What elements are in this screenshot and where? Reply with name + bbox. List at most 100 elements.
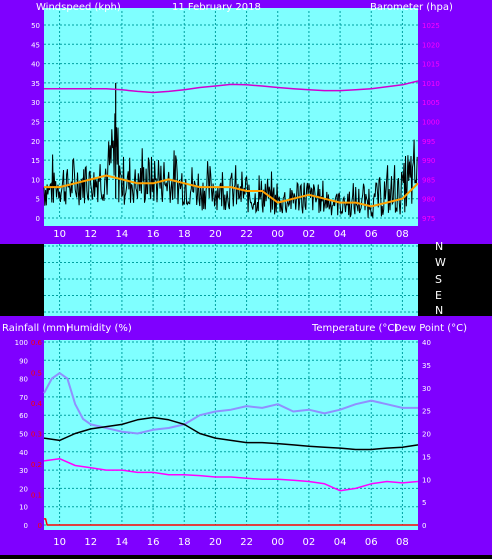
barometer-tick-label: 1005 — [422, 99, 440, 107]
chart-date: 11 February 2018 — [172, 2, 261, 13]
barometer-tick-label: 990 — [422, 157, 435, 165]
wind-tick-label: 20 — [31, 138, 40, 146]
wind-tick-label: 40 — [31, 61, 40, 69]
x-tick-label: 10 — [53, 229, 66, 240]
rain-tick-label: 0.4 — [31, 400, 43, 408]
x-tick-label: 12 — [84, 229, 97, 240]
humidity-tick-label: 50 — [19, 431, 28, 439]
x-tick-label: 00 — [271, 537, 284, 548]
x-tick-label: 22 — [240, 229, 253, 240]
wind-tick-label: 45 — [31, 41, 40, 49]
series-layer — [43, 80, 419, 526]
wind-tick-label: 0 — [36, 215, 40, 223]
barometer-tick-label: 1015 — [422, 61, 440, 69]
wind-tick-label: 5 — [36, 196, 40, 204]
rain-tick-label: 0.1 — [31, 492, 42, 500]
temperature-tick-label: 20 — [422, 431, 431, 439]
temperature-line — [43, 416, 419, 451]
rainfall-line — [44, 518, 418, 526]
wind-average-line — [44, 174, 419, 208]
humidity-tick-label: 90 — [19, 357, 28, 365]
direction-label-w: W — [435, 256, 446, 269]
temperature-tick-label: 40 — [422, 339, 431, 347]
x-tick-label: 04 — [334, 229, 347, 240]
wind-axis-title: Windspeed (kph) — [36, 2, 121, 13]
rain-tick-label: 0.5 — [31, 370, 42, 378]
humidity-tick-label: 0 — [24, 522, 28, 530]
dewpoint-line — [43, 457, 419, 492]
x-tick-label: 08 — [396, 229, 409, 240]
x-tick-label: 10 — [53, 537, 66, 548]
x-tick-label: 18 — [178, 537, 191, 548]
barometer-tick-label: 985 — [422, 176, 435, 184]
x-tick-label: 08 — [396, 537, 409, 548]
humidity-axis-title: Humidity (%) — [66, 323, 132, 334]
x-tick-label: 00 — [271, 229, 284, 240]
barometer-tick-label: 1020 — [422, 41, 440, 49]
temperature-tick-label: 5 — [422, 499, 426, 507]
barometer-tick-label: 980 — [422, 196, 435, 204]
humidity-tick-label: 70 — [19, 394, 28, 402]
humidity-tick-label: 30 — [19, 467, 28, 475]
wind-tick-label: 15 — [31, 157, 40, 165]
temperature-tick-label: 0 — [422, 522, 426, 530]
humidity-tick-label: 20 — [19, 485, 28, 493]
humidity-tick-label: 60 — [19, 412, 28, 420]
wind-tick-label: 30 — [31, 99, 40, 107]
x-tick-label: 04 — [334, 537, 347, 548]
humidity-tick-label: 80 — [19, 376, 28, 384]
direction-panel-left — [0, 244, 44, 316]
temperature-tick-label: 35 — [422, 362, 431, 370]
plot-area-direction — [44, 244, 418, 316]
x-tick-label: 14 — [116, 229, 129, 240]
plot-area-wind — [44, 8, 418, 226]
rainfall-axis-title: Rainfall (mm) — [2, 323, 70, 334]
grid-lines — [44, 11, 418, 526]
panel-separator-1 — [0, 226, 492, 244]
direction-label-n-bottom: N — [435, 304, 443, 317]
temperature-axis-title: Temperature (°C) — [311, 323, 398, 334]
wind-tick-label: 50 — [31, 22, 40, 30]
barometer-tick-label: 995 — [422, 138, 435, 146]
humidity-tick-label: 10 — [19, 504, 28, 512]
barometer-tick-label: 1000 — [422, 119, 440, 127]
rain-tick-label: 0.3 — [31, 431, 42, 439]
x-tick-label: 16 — [147, 537, 160, 548]
x-tick-label: 18 — [178, 229, 191, 240]
x-tick-label: 20 — [209, 537, 222, 548]
panel-separator-2 — [0, 316, 492, 340]
barometer-line — [44, 80, 419, 94]
panel-bottom-bar — [0, 530, 492, 555]
rain-tick-label: 0.2 — [31, 461, 42, 469]
direction-label-s: S — [435, 273, 442, 286]
wind-tick-label: 25 — [31, 119, 40, 127]
dewpoint-axis-title: Dew Point (°C) — [394, 323, 467, 334]
x-tick-label: 22 — [240, 537, 253, 548]
x-tick-label: 02 — [303, 537, 316, 548]
temperature-tick-label: 15 — [422, 453, 431, 461]
wind-tick-label: 10 — [31, 176, 40, 184]
humidity-tick-label: 100 — [15, 339, 28, 347]
humidity-tick-label: 40 — [19, 449, 28, 457]
wind-tick-label: 35 — [31, 80, 40, 88]
barometer-tick-label: 1010 — [422, 80, 440, 88]
temperature-tick-label: 10 — [422, 476, 431, 484]
humidity-line — [43, 372, 418, 435]
x-tick-label: 12 — [84, 537, 97, 548]
x-tick-label: 20 — [209, 229, 222, 240]
barometer-axis-title: Barometer (hpa) — [370, 2, 453, 13]
x-tick-label: 06 — [365, 537, 378, 548]
rain-tick-label: 0 — [38, 522, 42, 530]
plot-area-temperature — [44, 340, 418, 530]
temperature-tick-label: 25 — [422, 408, 431, 416]
barometer-tick-label: 1025 — [422, 22, 440, 30]
rain-tick-label: 0.6 — [31, 339, 43, 347]
panel-top-bar — [0, 0, 492, 8]
x-tick-label: 16 — [147, 229, 160, 240]
direction-panel-right — [418, 244, 492, 316]
direction-label-n-top: N — [435, 240, 443, 253]
x-tick-label: 14 — [116, 537, 129, 548]
